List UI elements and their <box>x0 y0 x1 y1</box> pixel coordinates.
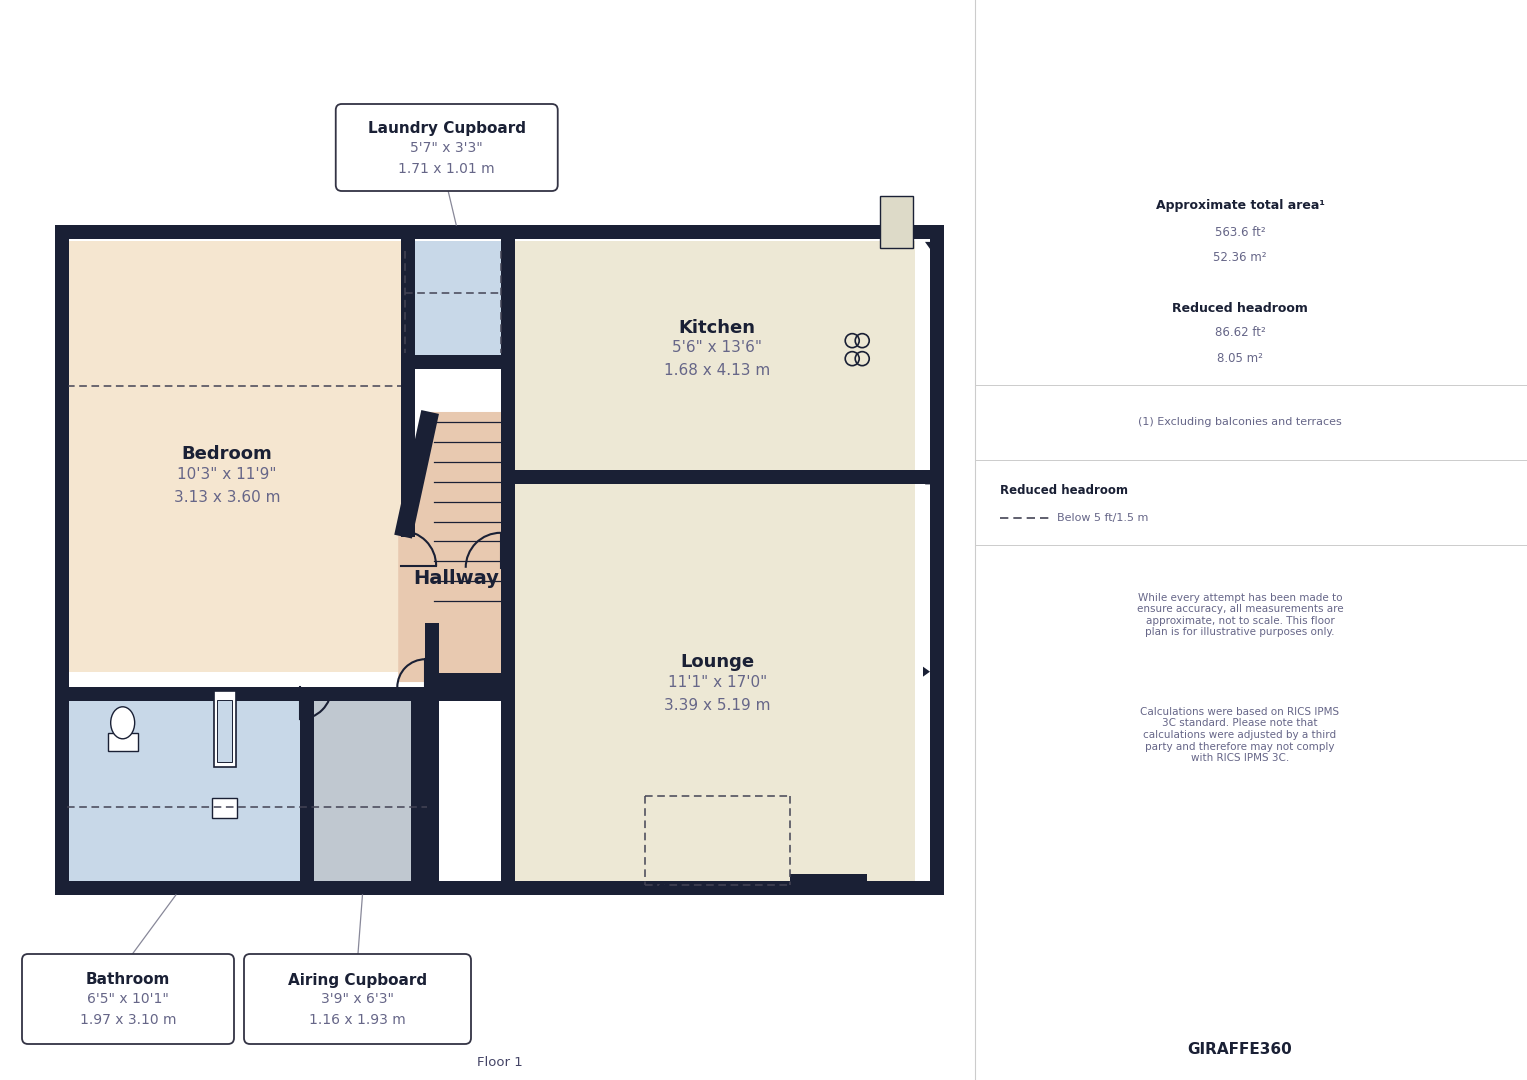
Bar <box>507 241 916 477</box>
Bar <box>402 369 415 537</box>
Polygon shape <box>63 381 69 391</box>
Text: Hallway: Hallway <box>414 569 499 588</box>
Text: Bedroom: Bedroom <box>182 445 272 463</box>
Bar <box>67 687 301 888</box>
Bar <box>789 874 867 895</box>
Bar <box>214 691 237 767</box>
Bar <box>502 225 944 239</box>
Bar <box>501 609 515 687</box>
Bar <box>301 687 428 888</box>
Text: Lounge: Lounge <box>680 653 754 671</box>
Text: Floor 1: Floor 1 <box>476 1055 522 1068</box>
FancyBboxPatch shape <box>21 954 234 1044</box>
Text: While every attempt has been made to
ensure accuracy, all measurements are
appro: While every attempt has been made to ens… <box>1136 593 1344 637</box>
Bar <box>507 480 916 888</box>
Polygon shape <box>69 232 79 239</box>
Text: 3.39 x 5.19 m: 3.39 x 5.19 m <box>664 698 771 713</box>
Polygon shape <box>925 888 935 894</box>
Text: 563.6 ft²: 563.6 ft² <box>1214 227 1266 240</box>
Text: 86.62 ft²: 86.62 ft² <box>1214 326 1266 339</box>
Bar <box>501 411 515 683</box>
Bar <box>930 225 944 895</box>
Bar <box>507 881 944 895</box>
Polygon shape <box>925 477 935 485</box>
Polygon shape <box>922 666 930 677</box>
Bar <box>411 687 426 888</box>
Text: Calculations were based on RICS IPMS
3C standard. Please note that
calculations : Calculations were based on RICS IPMS 3C … <box>1141 706 1339 764</box>
Text: 5'7" x 3'3": 5'7" x 3'3" <box>411 140 483 154</box>
Text: 10'3" x 11'9": 10'3" x 11'9" <box>177 467 276 482</box>
Text: 1.16 x 1.93 m: 1.16 x 1.93 m <box>308 1013 406 1027</box>
Polygon shape <box>657 881 667 888</box>
Text: 8.05 m²: 8.05 m² <box>1217 351 1263 365</box>
Bar <box>217 700 232 761</box>
Text: 11'1" x 17'0": 11'1" x 17'0" <box>667 675 767 689</box>
Text: 6'5" x 10'1": 6'5" x 10'1" <box>87 993 169 1005</box>
Text: 1.71 x 1.01 m: 1.71 x 1.01 m <box>399 162 495 176</box>
Text: Laundry Cupboard: Laundry Cupboard <box>368 121 525 136</box>
Bar <box>212 798 237 818</box>
Text: Airing Cupboard: Airing Cupboard <box>289 972 428 987</box>
Bar <box>501 239 515 411</box>
Bar <box>299 701 313 888</box>
Text: Bathroom: Bathroom <box>86 972 169 987</box>
Ellipse shape <box>110 706 134 739</box>
Bar <box>108 733 137 751</box>
Text: Kitchen: Kitchen <box>680 319 756 337</box>
Bar <box>426 673 502 687</box>
Polygon shape <box>925 242 935 248</box>
Bar <box>402 355 502 369</box>
Text: Approximate total area¹: Approximate total area¹ <box>1156 199 1324 212</box>
Text: 3.13 x 3.60 m: 3.13 x 3.60 m <box>174 490 281 504</box>
Polygon shape <box>63 666 69 677</box>
Bar <box>55 881 944 895</box>
Bar <box>55 687 507 701</box>
Bar <box>403 241 502 355</box>
FancyBboxPatch shape <box>244 954 470 1044</box>
Text: 52.36 m²: 52.36 m² <box>1214 252 1267 265</box>
Bar <box>426 687 440 881</box>
Polygon shape <box>399 411 507 683</box>
Text: 1.68 x 4.13 m: 1.68 x 4.13 m <box>664 363 771 378</box>
Text: 1.97 x 3.10 m: 1.97 x 3.10 m <box>79 1013 176 1027</box>
Text: Reduced headroom: Reduced headroom <box>1173 301 1309 314</box>
Text: 3'9" x 6'3": 3'9" x 6'3" <box>321 993 394 1005</box>
Text: (1) Excluding balconies and terraces: (1) Excluding balconies and terraces <box>1138 417 1342 427</box>
Bar <box>55 225 944 239</box>
Text: Reduced headroom: Reduced headroom <box>1000 484 1128 497</box>
Bar <box>426 623 440 701</box>
Bar <box>402 239 415 537</box>
Bar <box>55 225 403 239</box>
Bar <box>501 687 515 881</box>
Bar <box>880 195 913 247</box>
Text: GIRAFFE360: GIRAFFE360 <box>1188 1042 1292 1057</box>
Text: 5'6" x 13'6": 5'6" x 13'6" <box>672 340 762 355</box>
Text: Below 5 ft/1.5 m: Below 5 ft/1.5 m <box>1057 513 1148 523</box>
Bar <box>507 471 930 485</box>
Polygon shape <box>395 232 406 239</box>
Bar <box>55 225 69 895</box>
Bar <box>431 411 507 609</box>
FancyBboxPatch shape <box>336 104 557 191</box>
Bar <box>67 241 403 672</box>
Bar <box>55 881 428 895</box>
